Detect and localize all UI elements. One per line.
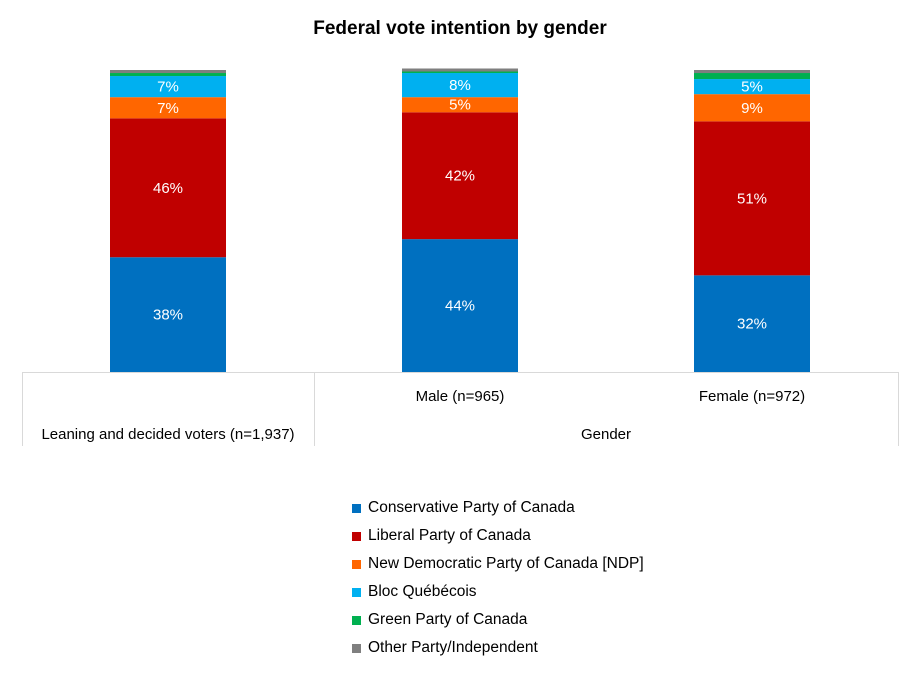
data-label: 9% (741, 100, 763, 117)
bar-segment-6-3 (694, 70, 810, 74)
bar-segment-2-1 (110, 118, 226, 258)
legend-label: Conservative Party of Canada (368, 499, 575, 516)
data-label: 44% (445, 298, 475, 315)
data-label: 46% (153, 180, 183, 197)
bar-segment-5-2 (402, 71, 518, 74)
category-axis: Male (n=965) Female (n=972) Leaning and de… (22, 372, 899, 446)
category-label: Female (n=972) (699, 388, 805, 405)
data-label: 38% (153, 307, 183, 324)
data-label: 5% (741, 79, 763, 96)
bar-segment-3-2 (402, 97, 518, 113)
bar-segment-3-1 (110, 97, 226, 119)
legend-swatch (352, 559, 361, 569)
legend-item: Conservative Party of Canada (352, 494, 644, 522)
bar-segment-6-1 (110, 70, 226, 74)
legend-item: Green Party of Canada (352, 606, 644, 634)
bars-layer: 38% 46% 7% 7% 44% 42% 5% 8% 32% 51% 9% 5% (110, 68, 810, 372)
data-label: 7% (157, 100, 179, 117)
category-label: Male (n=965) (416, 388, 505, 405)
legend-swatch (352, 643, 361, 653)
legend-swatch (352, 531, 361, 541)
legend-swatch (352, 615, 361, 625)
bar-segment-3-3 (694, 94, 810, 122)
bar-segment-1-1 (110, 257, 226, 372)
data-label: 42% (445, 168, 475, 185)
data-label: 51% (737, 190, 767, 207)
bar-segment-4-3 (694, 79, 810, 95)
data-label: 7% (157, 79, 179, 96)
chart-title: Federal vote intention by gender (313, 18, 607, 39)
bar-segment-5-1 (110, 73, 226, 77)
bar-segment-2-2 (402, 112, 518, 240)
bar-segment-5-3 (694, 73, 810, 80)
legend-label: Other Party/Independent (368, 639, 538, 656)
bar-segment-2-3 (694, 121, 810, 276)
bar-segment-4-1 (110, 76, 226, 98)
bar-segment-4-2 (402, 73, 518, 98)
bar-segment-1-3 (694, 275, 810, 372)
legend-label: Bloc Québécois (368, 583, 477, 600)
legend-swatch (352, 587, 361, 597)
data-label: 8% (449, 77, 471, 94)
legend-label: New Democratic Party of Canada [NDP] (368, 555, 644, 572)
legend-swatch (352, 503, 361, 513)
legend-item: Bloc Québécois (352, 578, 644, 606)
legend-item: Liberal Party of Canada (352, 522, 644, 550)
data-label: 5% (449, 97, 471, 114)
legend-item: New Democratic Party of Canada [NDP] (352, 550, 644, 578)
legend: Conservative Party of Canada Liberal Part… (352, 494, 644, 662)
legend-label: Green Party of Canada (368, 611, 528, 628)
legend-label: Liberal Party of Canada (368, 527, 531, 544)
bar-segment-1-2 (402, 239, 518, 372)
group-label: Leaning and decided voters (n=1,937) (41, 426, 294, 443)
data-label: 32% (737, 316, 767, 333)
group-label: Gender (581, 426, 631, 443)
legend-item: Other Party/Independent (352, 634, 644, 662)
bar-segment-6-2 (402, 68, 518, 72)
